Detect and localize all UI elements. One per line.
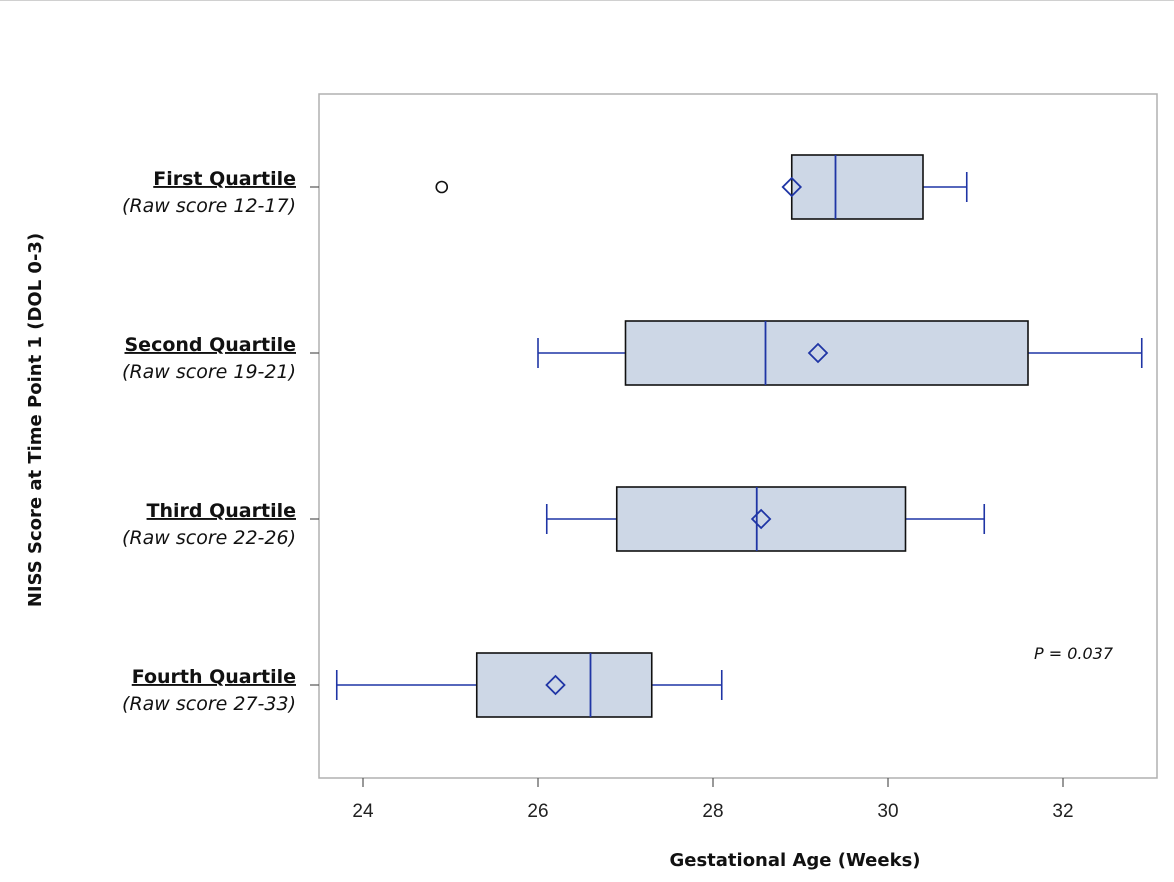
outlier-point — [435, 180, 449, 194]
category-name: First Quartile — [153, 168, 296, 190]
category-name: Third Quartile — [147, 500, 296, 522]
boxes — [335, 154, 1143, 718]
x-tick-label: 24 — [352, 801, 374, 822]
plot-frame — [318, 93, 1158, 779]
category-subtitle: (Raw score 12-17) — [122, 195, 296, 217]
box-1 — [435, 154, 968, 220]
category-subtitle: (Raw score 22-26) — [122, 527, 296, 549]
mean-marker — [807, 342, 829, 364]
category-name: Fourth Quartile — [132, 666, 296, 688]
x-axis-ticks: 24 26 28 30 32 — [352, 778, 1074, 822]
category-name: Second Quartile — [125, 334, 297, 356]
iqr-box — [615, 486, 907, 552]
iqr-box — [790, 154, 924, 220]
category-subtitle: (Raw score 27-33) — [122, 693, 296, 715]
x-tick-label: 26 — [527, 801, 548, 822]
x-tick-label: 30 — [877, 801, 898, 822]
mean-marker — [781, 176, 803, 198]
y-axis-label: NISS Score at Time Point 1 (DOL 0-3) — [25, 233, 46, 607]
p-value-annotation: P = 0.037 — [1034, 644, 1114, 663]
x-tick-label: 28 — [702, 801, 723, 822]
box-3 — [545, 486, 986, 552]
mean-marker — [750, 508, 772, 530]
category-subtitle: (Raw score 19-21) — [122, 361, 296, 383]
box-2 — [537, 320, 1143, 386]
x-tick-label: 32 — [1052, 801, 1073, 822]
category-labels: First Quartile (Raw score 12-17) Second Qu… — [122, 168, 319, 715]
x-axis-label: Gestational Age (Weeks) — [669, 850, 920, 871]
top-border-line — [0, 0, 1174, 1]
box-4 — [335, 652, 723, 718]
mean-marker — [545, 674, 566, 696]
